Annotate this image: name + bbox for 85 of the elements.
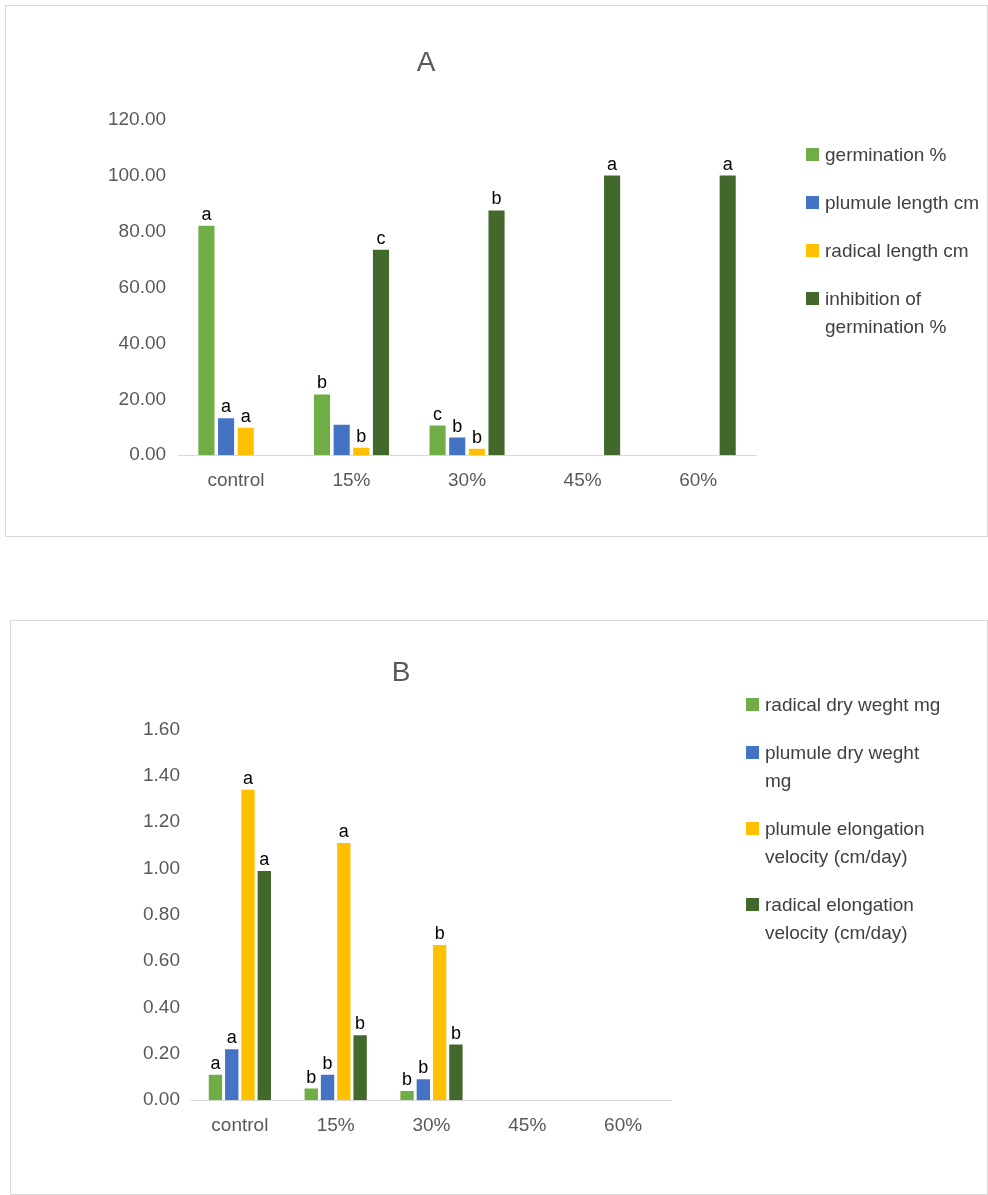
- data-label: b: [306, 1066, 317, 1087]
- legend-label: plumule dry weght mg: [765, 741, 921, 793]
- bar: [198, 225, 215, 456]
- bar: [208, 1074, 223, 1101]
- y-tick-label: 0.00: [143, 1088, 180, 1110]
- data-label: a: [221, 396, 233, 417]
- bar: [241, 789, 255, 1101]
- x-tick-label: 60%: [604, 1113, 643, 1135]
- bar: [333, 424, 350, 456]
- y-tick-label: 40.00: [118, 331, 167, 353]
- y-tick-label: 0.80: [143, 903, 180, 925]
- bar: [604, 175, 621, 456]
- data-label: b: [471, 426, 482, 447]
- data-label: b: [418, 1057, 429, 1078]
- bar: [488, 210, 505, 456]
- data-label: a: [226, 1027, 238, 1048]
- y-tick-label: 1.60: [143, 717, 180, 739]
- y-tick-label: 1.00: [143, 856, 180, 878]
- bar: [416, 1079, 431, 1101]
- data-label: b: [450, 1022, 461, 1043]
- legend-label: plumule elongation velocity (cm/day): [765, 817, 926, 869]
- data-label: a: [243, 767, 255, 788]
- x-tick-label: 30%: [412, 1113, 451, 1135]
- x-tick-label: 15%: [316, 1113, 355, 1135]
- data-label: c: [376, 227, 386, 248]
- x-tick-label: control: [211, 1113, 269, 1135]
- bar: [320, 1074, 335, 1101]
- legend-label: radical elongation velocity (cm/day): [765, 893, 915, 945]
- x-tick-label: 45%: [563, 468, 602, 490]
- y-tick-label: 60.00: [118, 275, 167, 297]
- bar: [719, 175, 736, 456]
- bar: [257, 870, 271, 1101]
- bar: [449, 437, 466, 456]
- bar: [449, 1044, 463, 1101]
- bar: [432, 945, 447, 1101]
- bar: [372, 249, 390, 456]
- data-label: c: [433, 403, 443, 424]
- legend-label: plumule length cm: [825, 191, 980, 215]
- y-tick-label: 0.40: [143, 995, 180, 1017]
- chart-title: A: [416, 45, 436, 77]
- legend-label: radical dry weght mg: [765, 693, 941, 717]
- bar: [304, 1088, 318, 1101]
- y-tick-label: 20.00: [118, 387, 167, 409]
- data-label: b: [452, 415, 463, 436]
- bar: [218, 418, 235, 456]
- bar: [468, 448, 485, 456]
- bar: [353, 1035, 367, 1101]
- x-tick-label: 15%: [332, 468, 371, 490]
- legend-label: germination %: [825, 143, 947, 167]
- data-label: a: [240, 405, 252, 426]
- x-tick-label: 45%: [508, 1113, 547, 1135]
- data-label: b: [317, 372, 328, 393]
- data-label: a: [338, 821, 350, 842]
- data-label: a: [210, 1052, 222, 1073]
- y-tick-label: 1.20: [143, 810, 180, 832]
- x-tick-label: control: [207, 468, 265, 490]
- y-tick-label: 0.60: [143, 949, 180, 971]
- y-tick-label: 0.20: [143, 1042, 180, 1064]
- data-label: a: [607, 153, 619, 174]
- data-label: b: [434, 922, 445, 943]
- x-tick-label: 60%: [679, 468, 718, 490]
- y-tick-label: 80.00: [118, 219, 167, 241]
- legend-label: inhibition of germination %: [825, 287, 948, 339]
- data-label: b: [491, 188, 502, 209]
- data-label: a: [259, 848, 271, 869]
- bar: [313, 394, 331, 456]
- bar: [400, 1090, 414, 1101]
- data-label: b: [322, 1052, 333, 1073]
- bar: [225, 1049, 239, 1101]
- chart-title: B: [391, 655, 411, 687]
- y-tick-label: 120.00: [107, 107, 167, 129]
- x-tick-label: 30%: [448, 468, 487, 490]
- y-tick-label: 0.00: [129, 443, 167, 465]
- legend-label: radical length cm: [825, 239, 969, 263]
- bar: [237, 427, 254, 456]
- y-tick-label: 100.00: [107, 163, 167, 185]
- data-label: b: [402, 1068, 413, 1089]
- data-label: b: [355, 1013, 366, 1034]
- data-label: b: [356, 425, 367, 446]
- bar: [337, 843, 351, 1101]
- data-label: a: [722, 153, 734, 174]
- bar: [353, 447, 370, 456]
- data-label: a: [201, 203, 213, 224]
- y-tick-label: 1.40: [143, 764, 180, 786]
- bar: [429, 425, 446, 456]
